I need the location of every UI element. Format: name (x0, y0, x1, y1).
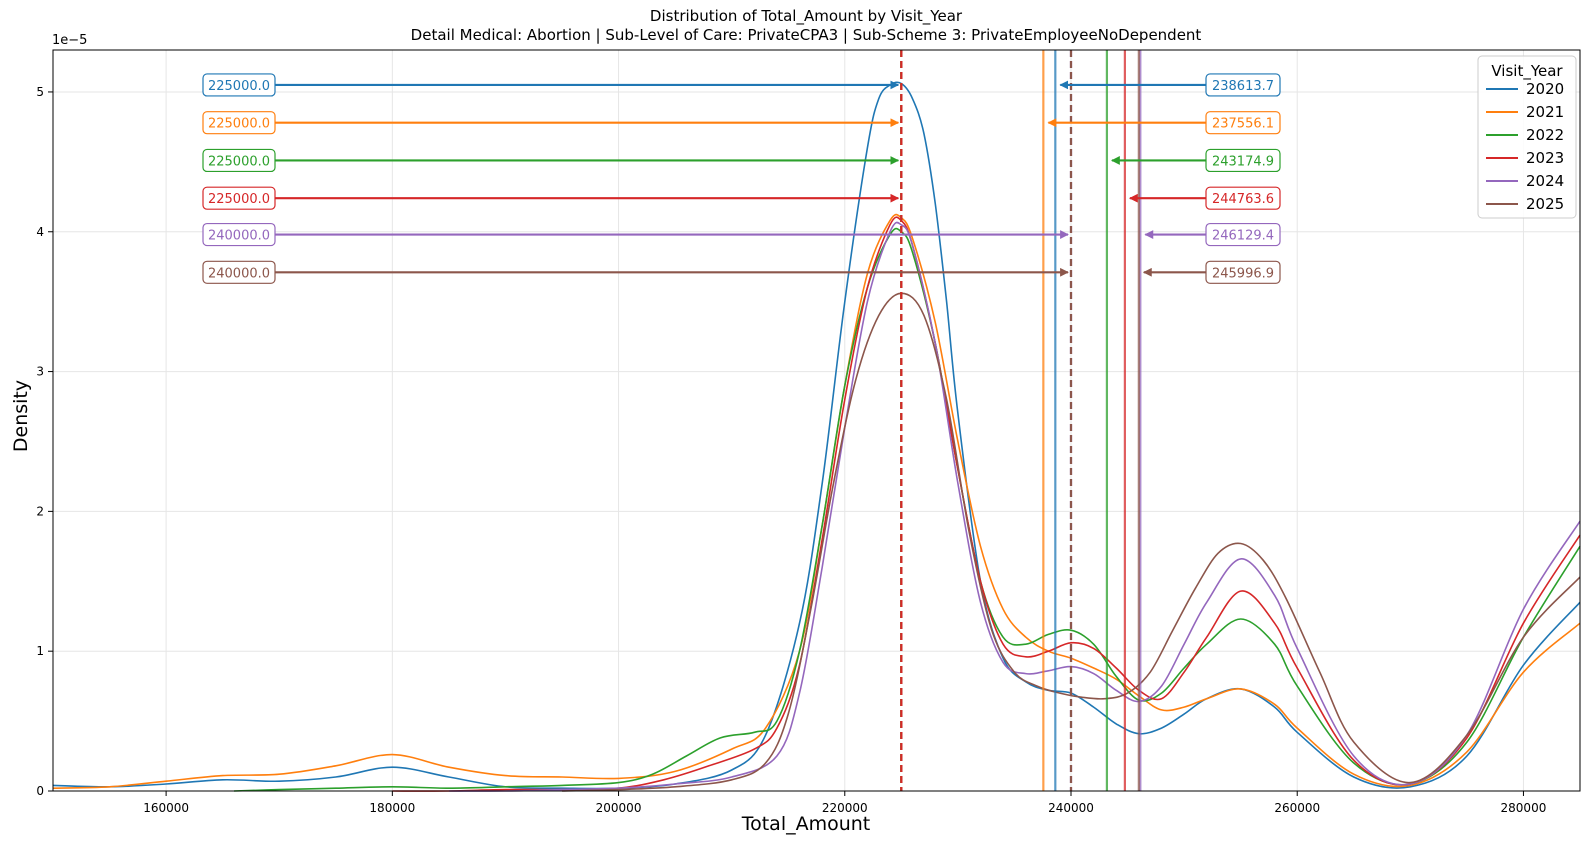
density-curve-2024 (448, 221, 1581, 792)
median-label-2025: 240000.0 (208, 266, 270, 281)
legend-label-2022: 2022 (1526, 126, 1564, 144)
density-curve-2023 (392, 216, 1581, 792)
density-curve-2021 (52, 213, 1581, 789)
mean-label-box-2020 (1205, 73, 1281, 97)
mean-label-box-2024 (1205, 222, 1281, 247)
grid (53, 50, 1580, 792)
legend-label-2024: 2024 (1526, 172, 1564, 190)
density-curve-2022 (233, 227, 1581, 792)
mean-label-box-2023 (1205, 186, 1281, 210)
y-tick-label: 0 (36, 784, 44, 798)
legend-label-2023: 2023 (1526, 149, 1564, 167)
x-tick-label: 240000 (1048, 801, 1094, 815)
legend-label-2025: 2025 (1526, 195, 1564, 213)
annotations: 225000.0 238613.7 225000.0 237556.1 225000.0… (202, 73, 1281, 284)
mean-label-2023: 244763.6 (1212, 192, 1274, 207)
chart-title: Distribution of Total_Amount by Visit_Ye… (650, 7, 963, 26)
y-tick-label: 3 (36, 365, 44, 379)
median-label-2022: 225000.0 (208, 154, 270, 169)
axis-ticks: 160000 180000 200000 220000 240000 260000 2800… (36, 85, 1546, 815)
median-label-box-2024 (202, 222, 276, 247)
median-label-box-2022 (202, 148, 276, 173)
median-label-2023: 225000.0 (208, 192, 270, 207)
legend-items: 2020 2021 2022 2023 2024 2025 (1486, 80, 1564, 213)
mean-label-box-2021 (1205, 111, 1281, 135)
y-tick-label: 2 (36, 504, 44, 518)
legend-label-2021: 2021 (1526, 103, 1564, 121)
x-tick-label: 260000 (1274, 801, 1320, 815)
mean-label-box-2025 (1205, 260, 1281, 284)
x-tick-label: 180000 (369, 801, 415, 815)
y-tick-label: 4 (36, 225, 44, 239)
y-axis-label: Density (10, 380, 32, 452)
density-curve-2025 (561, 292, 1581, 792)
density-curves (52, 81, 1581, 792)
y-multiplier-label: 1e−5 (52, 33, 87, 48)
legend-title: Visit_Year (1491, 62, 1563, 81)
density-curve-2020 (52, 81, 1581, 790)
legend-label-2020: 2020 (1526, 80, 1564, 98)
mean-label-box-2022 (1205, 148, 1281, 173)
chart-subtitle: Detail Medical: Abortion | Sub-Level of … (411, 26, 1202, 44)
x-tick-label: 280000 (1501, 801, 1547, 815)
mean-median-lines (900, 50, 1142, 791)
median-label-box-2021 (202, 111, 276, 135)
mean-label-2021: 237556.1 (1212, 117, 1274, 132)
median-label-box-2023 (202, 186, 276, 210)
y-tick-label: 1 (36, 644, 44, 658)
mean-label-2022: 243174.9 (1212, 154, 1274, 169)
median-label-box-2025 (202, 260, 276, 284)
legend: Visit_Year 2020 2021 2022 2023 2024 2025 (1477, 55, 1577, 219)
median-label-2024: 240000.0 (208, 229, 270, 244)
plot-frame (52, 49, 1581, 792)
legend-box (1477, 55, 1577, 219)
median-label-box-2020 (202, 73, 276, 97)
median-label-2020: 225000.0 (208, 79, 270, 94)
x-tick-label: 160000 (143, 801, 189, 815)
y-tick-label: 5 (36, 85, 44, 99)
x-axis-label: Total_Amount (741, 813, 871, 835)
x-tick-label: 200000 (596, 801, 642, 815)
mean-label-2020: 238613.7 (1212, 79, 1274, 94)
mean-label-2024: 246129.4 (1212, 229, 1274, 244)
mean-label-2025: 245996.9 (1212, 266, 1274, 281)
median-label-2021: 225000.0 (208, 117, 270, 132)
x-tick-label: 220000 (822, 801, 868, 815)
